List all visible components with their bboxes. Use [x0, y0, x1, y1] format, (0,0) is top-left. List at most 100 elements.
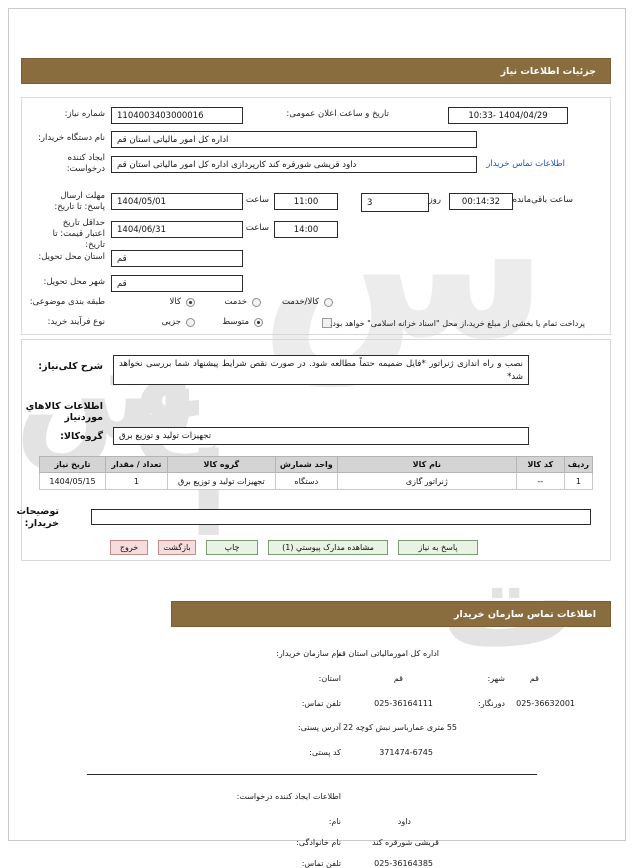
- buyer-notes-label-wrap: توضیحات خریدار:: [13, 506, 59, 531]
- min-validity-label-wrap: حداقل تاریخ اعتبار قیمت: تا تاریخ:: [41, 218, 105, 251]
- th-item-group: گروه کالا: [166, 456, 276, 473]
- creator-value: داود قریشی شورقره کند کارپردازی اداره کل…: [111, 156, 477, 173]
- exit-button[interactable]: خروج: [110, 540, 148, 555]
- radio-icon[interactable]: [186, 317, 195, 327]
- need-desc-label: شرح کلی‌نیاز:: [38, 361, 103, 372]
- items-table-wrap: ردیف کد کالا نام کالا واحد شمارش گروه کا…: [39, 456, 594, 490]
- th-item-code: کد کالا: [515, 456, 565, 473]
- buyer-org-label-wrap: نام دستگاه خریدار:: [38, 133, 105, 144]
- need-number-label: شماره نیاز:: [64, 109, 105, 119]
- category-option-label: کالا/خدمت: [282, 297, 319, 307]
- buyer-contact-link[interactable]: اطلاعات تماس خریدار: [486, 159, 565, 169]
- province-value: قم: [393, 674, 403, 683]
- need-desc-label-wrap: شرح کلی‌نیاز:: [38, 361, 103, 372]
- countdown-timer-value: 00:14:32: [449, 193, 513, 210]
- cell-item-code: --: [515, 472, 565, 490]
- announce-datetime-value: 1404/04/29 -10:33: [448, 107, 568, 124]
- announce-datetime-label: تاریخ و ساعت اعلان عمومی:: [286, 109, 389, 119]
- radio-icon[interactable]: [324, 297, 333, 307]
- min-validity-time: 14:00: [274, 221, 338, 238]
- address-value: 55 متری عمارباسر نبش کوچه 22: [343, 723, 457, 732]
- category-label: طبقه بندی موضوعی:: [29, 297, 105, 307]
- reply-deadline-label: مهلت ارسال پاسخ: تا تاریخ:: [54, 191, 105, 213]
- th-need-date: تاریخ نیاز: [39, 456, 106, 473]
- category-option-kala[interactable]: کالا: [160, 297, 195, 307]
- requester-first-name-value: داود: [397, 817, 411, 826]
- print-button[interactable]: چاپ: [206, 540, 258, 555]
- fax-value: 025-36632001: [516, 699, 575, 708]
- category-option-kala-khedmat[interactable]: کالا/خدمت: [272, 297, 333, 307]
- cell-unit: دستگاه: [274, 472, 338, 490]
- category-label-wrap: طبقه بندی موضوعی:: [30, 297, 105, 308]
- reply-deadline-time: 11:00: [274, 193, 338, 210]
- need-number-label-wrap: شماره نیاز:: [65, 109, 105, 120]
- reply-deadline-time-label: ساعت: [245, 195, 269, 205]
- items-table: ردیف کد کالا نام کالا واحد شمارش گروه کا…: [39, 456, 594, 490]
- postal-code-label: کد پستی:: [309, 748, 341, 757]
- buyer-org-label: نام دستگاه خریدار:: [38, 133, 105, 143]
- th-radif: ردیف: [563, 456, 594, 473]
- org-name-label: نام سازمان خریدار:: [276, 649, 341, 658]
- creator-label-wrap: ایجاد کننده درخواست:: [45, 153, 105, 175]
- requester-last-name-label: نام خانوادگی:: [296, 838, 341, 847]
- table-header-row: ردیف کد کالا نام کالا واحد شمارش گروه کا…: [39, 456, 594, 473]
- action-buttons: پاسخ به نیاز مشاهده مدارک پیوستي (1) چاپ…: [110, 540, 478, 555]
- table-row: 1 -- ژنراتور گازی دستگاه تجهیزات تولید و…: [39, 472, 594, 490]
- th-quantity: تعداد / مقدار: [104, 456, 168, 473]
- th-item-name: نام کالا: [336, 456, 517, 473]
- requester-phone-label: تلفن تماس:: [301, 859, 341, 868]
- th-unit: واحد شمارش: [274, 456, 338, 473]
- need-details-panel: [21, 97, 611, 335]
- back-button[interactable]: بازگشت: [158, 540, 196, 555]
- reply-to-need-button[interactable]: پاسخ به نیاز: [398, 540, 478, 555]
- process-option-motavaset[interactable]: متوسط: [212, 317, 263, 327]
- delivery-province-label: استان محل تحویل:: [38, 252, 105, 262]
- creator-label: ایجاد کننده درخواست:: [66, 153, 105, 175]
- postal-code-value: 371474-6745: [379, 748, 433, 757]
- treasury-bond-note: پرداخت تمام یا بخشی از مبلغ خرید،از محل …: [329, 319, 585, 328]
- min-validity-time-label: ساعت: [245, 223, 269, 233]
- need-desc-value: نصب و راه اندازی ژنراتور *فایل ضمیمه حتم…: [113, 355, 529, 385]
- radio-icon[interactable]: [252, 297, 261, 307]
- section-header-contact-label: اطلاعات تماس سازمان خریدار: [453, 608, 596, 620]
- process-option-jozei[interactable]: جزیی: [152, 317, 195, 327]
- requester-phone-value: 025-36164385: [374, 859, 433, 868]
- min-validity-date: 1404/06/31: [111, 221, 243, 238]
- section-header-contact: اطلاعات تماس سازمان خریدار: [171, 601, 611, 627]
- cell-item-group: تجهیزات تولید و توزیع برق: [166, 472, 276, 490]
- buyer-org-value: اداره کل امور مالیاتی استان قم: [111, 131, 477, 148]
- category-option-label: کالا: [169, 297, 181, 307]
- buyer-notes-label: توضیحات خریدار:: [16, 506, 59, 530]
- address-label: آدرس پستی:: [297, 723, 341, 732]
- radio-icon[interactable]: [186, 297, 195, 307]
- cell-need-date: 1404/05/15: [39, 472, 106, 490]
- process-option-label: جزیی: [161, 317, 181, 327]
- city-label: شهر:: [487, 674, 506, 683]
- radio-icon[interactable]: [254, 317, 263, 327]
- delivery-city-value: قم: [111, 275, 243, 292]
- process-option-label: متوسط: [222, 317, 249, 327]
- treasury-bond-checkbox[interactable]: [322, 318, 332, 328]
- category-option-khedmat[interactable]: خدمت: [214, 297, 261, 307]
- category-option-label: خدمت: [224, 297, 247, 307]
- reply-deadline-date: 1404/05/01: [111, 193, 243, 210]
- city-value: قم: [529, 674, 539, 683]
- goods-details-panel: [21, 339, 611, 561]
- phone-label: تلفن تماس:: [301, 699, 341, 708]
- phone-value: 025-36164111: [374, 699, 433, 708]
- reply-deadline-label-wrap: مهلت ارسال پاسخ: تا تاریخ:: [43, 191, 105, 213]
- requester-first-name-label: نام:: [328, 817, 341, 826]
- buyer-notes-input[interactable]: [91, 509, 591, 525]
- min-validity-label: حداقل تاریخ اعتبار قیمت: تا تاریخ:: [52, 218, 105, 251]
- delivery-province-value: قم: [111, 250, 243, 267]
- view-attachments-button[interactable]: مشاهده مدارک پیوستي (1): [268, 540, 388, 555]
- cell-radif: 1: [563, 472, 594, 490]
- province-label: استان:: [318, 674, 341, 683]
- announce-datetime-label-wrap: تاریخ و ساعت اعلان عمومی:: [286, 109, 389, 120]
- cell-item-name: ژنراتور گازی: [336, 472, 517, 490]
- countdown-timer-unit: ساعت باقی‌مانده: [512, 195, 573, 205]
- goods-group-value: تجهیزات تولید و توزیع برق: [113, 427, 529, 445]
- requester-last-name-value: قریشی شورقره کند: [372, 838, 439, 847]
- page-frame: ش ع س ت ا جزئیات اطلاعات نیاز شماره نیاز…: [8, 8, 626, 868]
- process-type-label: نوع فرآیند خرید:: [47, 317, 105, 327]
